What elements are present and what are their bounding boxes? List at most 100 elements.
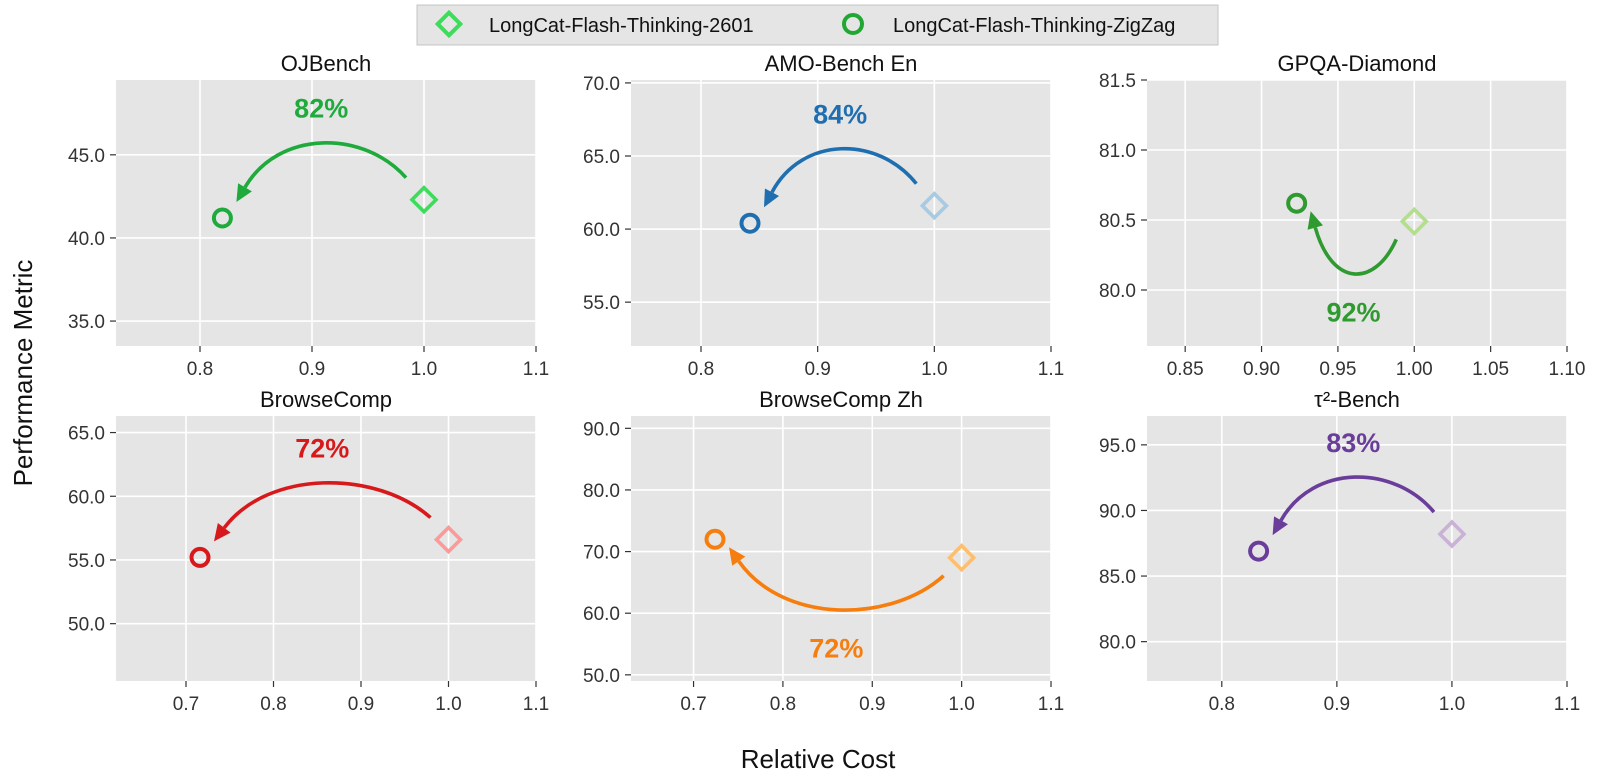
x-tick-label: 1.0 [435,694,461,715]
x-tick-label: 1.0 [921,359,947,380]
improvement-label: 82% [294,94,348,124]
plot-area [1147,80,1567,346]
y-tick-label: 90.0 [583,419,620,440]
x-tick-label: 0.8 [187,359,213,380]
panel-title: OJBench [281,51,372,76]
legend-marker-circle-icon [842,13,864,35]
point-2601-diamond [409,185,439,215]
improvement-label: 72% [809,634,863,664]
x-tick-label: 0.8 [1209,694,1235,715]
x-tick-label: 0.7 [680,694,706,715]
x-tick-label: 0.9 [299,359,325,380]
y-tick-label: 81.5 [1099,71,1136,92]
x-tick-label: 0.9 [1324,694,1350,715]
x-tick-label: 1.0 [948,694,974,715]
x-tick-label: 1.05 [1472,359,1509,380]
legend-label-2601: LongCat-Flash-Thinking-2601 [489,15,754,37]
point-zigzag-circle [1248,540,1270,562]
x-tick-label: 1.00 [1396,359,1433,380]
arrow-curve [770,146,918,194]
arrow-head [764,188,780,208]
x-tick-label: 0.90 [1243,359,1280,380]
y-tick-label: 80.0 [1099,281,1136,302]
arrow-head [1307,211,1323,230]
x-tick-label: 1.10 [1549,359,1586,380]
y-tick-label: 60.0 [583,220,620,241]
point-2601-diamond [433,525,464,555]
panel-2: 0.8 0.9 1.0 1.1 55.0 60.0 65.0 70.0 AMO-Bench En… [583,51,1064,380]
point-zigzag-circle [189,546,211,568]
x-tick-label: 1.1 [1038,694,1064,715]
y-tick-label: 55.0 [583,293,620,314]
y-tick-label: 60.0 [68,487,105,508]
arrow-curve [243,141,408,189]
x-tick-label: 1.1 [523,359,549,380]
y-tick-label: 55.0 [68,551,105,572]
x-tick-label: 1.0 [1439,694,1465,715]
point-zigzag-circle [739,212,761,234]
x-tick-label: 0.85 [1167,359,1204,380]
arrow-head [1272,516,1288,536]
point-zigzag-circle [1286,192,1308,214]
x-tick-label: 0.8 [688,359,714,380]
y-tick-label: 90.0 [1099,501,1136,522]
legend-marker-diamond-icon [434,9,464,39]
panel-3: 0.85 0.90 0.95 1.00 1.05 1.10 80.0 80.5 81.0 81.5… [1099,51,1585,380]
panel-1: 0.8 0.9 1.0 1.1 35.0 40.0 45.0 OJBench 82% [68,51,549,380]
y-tick-label: 50.0 [68,615,105,636]
point-2601-diamond [947,543,977,573]
improvement-label: 84% [813,100,867,130]
panel-title: BrowseComp [260,387,392,412]
y-tick-label: 50.0 [583,666,620,687]
y-tick-label: 80.5 [1099,211,1136,232]
x-axis-label: Relative Cost [741,744,896,773]
x-tick-label: 0.95 [1319,359,1356,380]
point-2601-diamond [1399,206,1429,236]
y-tick-label: 70.0 [583,543,620,564]
point-2601-diamond [919,191,949,221]
point-zigzag-circle [211,207,233,229]
arrow-head [236,183,252,202]
y-tick-label: 85.0 [1099,567,1136,588]
plot-area [631,416,1051,681]
point-zigzag-circle [704,528,726,550]
improvement-label: 72% [295,434,349,464]
x-tick-label: 0.8 [770,694,796,715]
x-tick-label: 1.1 [1554,694,1580,715]
y-tick-label: 45.0 [68,146,105,167]
x-tick-label: 1.0 [411,359,437,380]
plot-area [116,80,536,346]
panel-6: 0.8 0.9 1.0 1.1 80.0 85.0 90.0 95.0 τ²-Bench 83% [1099,387,1580,715]
x-tick-label: 0.7 [173,694,199,715]
arrow-curve [737,560,945,612]
y-tick-label: 80.0 [583,481,620,502]
x-tick-label: 1.1 [1038,359,1064,380]
x-tick-label: 0.8 [260,694,286,715]
x-tick-label: 0.9 [348,694,374,715]
panel-title: GPQA-Diamond [1278,51,1437,76]
y-axis-label: Performance Metric [8,260,38,487]
arrow-curve [1279,475,1436,522]
point-2601-diamond [1437,519,1467,549]
improvement-label: 92% [1326,297,1380,327]
y-tick-label: 65.0 [583,147,620,168]
panel-title: AMO-Bench En [765,51,918,76]
arrow-head [214,523,231,542]
y-tick-label: 80.0 [1099,633,1136,654]
arrow-curve [1313,227,1398,276]
x-tick-label: 0.9 [859,694,885,715]
y-tick-label: 70.0 [583,74,620,95]
panel-5: 0.7 0.8 0.9 1.0 1.1 50.0 60.0 70.0 80.0 90.0 Brows… [583,387,1064,715]
y-tick-label: 60.0 [583,604,620,625]
arrow-head [729,547,746,566]
y-tick-label: 81.0 [1099,141,1136,162]
y-tick-label: 35.0 [68,312,105,333]
x-tick-label: 0.9 [804,359,830,380]
legend-box [416,4,1219,46]
y-tick-label: 95.0 [1099,436,1136,457]
y-tick-label: 65.0 [68,424,105,445]
panel-title: BrowseComp Zh [759,387,923,412]
panel-title: τ²-Bench [1314,387,1400,412]
panel-4: 0.7 0.8 0.9 1.0 1.1 50.0 55.0 60.0 65.0 BrowseCom… [68,387,549,715]
y-tick-label: 40.0 [68,229,105,250]
